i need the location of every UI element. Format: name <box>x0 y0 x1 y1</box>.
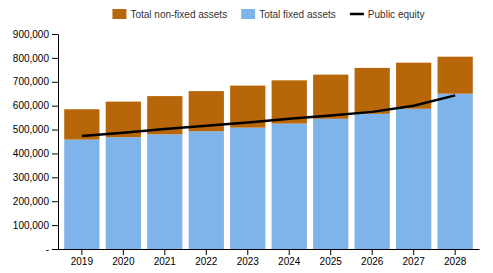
tick: 800,000 <box>13 53 58 64</box>
tick-label: 300,000 <box>13 172 50 183</box>
tick: 2021 <box>154 249 177 267</box>
tick: 2020 <box>112 249 135 267</box>
tick-label: 600,000 <box>13 100 50 111</box>
tick-mark <box>123 249 124 255</box>
tick-mark <box>52 249 58 250</box>
tick: 2027 <box>403 249 426 267</box>
bar <box>396 109 431 249</box>
tick: 500,000 <box>13 124 58 135</box>
tick: 400,000 <box>13 148 58 159</box>
tick: 100,000 <box>13 220 58 231</box>
tick-label: 100,000 <box>13 220 50 231</box>
marks <box>64 57 473 249</box>
tick-mark <box>52 82 58 83</box>
bar <box>64 140 99 249</box>
tick-mark <box>455 249 456 255</box>
tick-mark <box>52 225 58 226</box>
tick-label: 500,000 <box>13 124 50 135</box>
legend-item: Total non-fixed assets <box>112 9 227 20</box>
tick: 2024 <box>278 249 301 267</box>
bar-series <box>64 57 473 140</box>
tick: - <box>46 244 58 255</box>
tick-label: 2024 <box>278 256 301 267</box>
legend-swatch <box>112 9 126 19</box>
line <box>82 95 455 136</box>
tick-mark <box>52 177 58 178</box>
tick-mark <box>330 249 331 255</box>
tick: 2028 <box>444 249 467 267</box>
tick-mark <box>247 249 248 255</box>
legend-label: Total non-fixed assets <box>130 9 227 20</box>
plot: 2019 2020 2021 2022 2023 2024 2025 2026 2027 2028… <box>13 29 480 267</box>
legend-item: Total fixed assets <box>241 9 336 20</box>
tick-label: 200,000 <box>13 196 50 207</box>
axis-line <box>58 35 59 250</box>
tick-label: 2023 <box>237 256 260 267</box>
bar <box>313 75 348 119</box>
tick: 900,000 <box>13 29 58 40</box>
bar <box>438 57 473 94</box>
tick: 2025 <box>320 249 343 267</box>
tick-label: 2028 <box>444 256 467 267</box>
tick: 700,000 <box>13 76 58 87</box>
tick-label: 2027 <box>403 256 426 267</box>
bar <box>147 134 182 249</box>
tick-label: 700,000 <box>13 76 50 87</box>
tick-label: - <box>46 244 49 255</box>
tick-mark <box>413 249 414 255</box>
bar <box>106 137 141 249</box>
tick: 600,000 <box>13 100 58 111</box>
legend-swatch <box>350 13 364 16</box>
legend-label: Public equity <box>368 9 425 20</box>
bar <box>355 114 390 249</box>
tick-mark <box>372 249 373 255</box>
chart: 2019 2020 2021 2022 2023 2024 2025 2026 2027 2028… <box>0 0 493 273</box>
tick: 300,000 <box>13 172 58 183</box>
tick: 200,000 <box>13 196 58 207</box>
bar <box>189 131 224 249</box>
tick-label: 900,000 <box>13 29 50 40</box>
bar <box>438 94 473 249</box>
tick-mark <box>81 249 82 255</box>
tick-mark <box>206 249 207 255</box>
tick-mark <box>52 153 58 154</box>
tick-label: 2025 <box>320 256 343 267</box>
legend-label: Total fixed assets <box>259 9 336 20</box>
bar <box>313 119 348 249</box>
y-axis: - 100,000 200,000 300,000 400,000 500,000 600,… <box>13 29 59 255</box>
bar-series <box>64 94 473 249</box>
tick: 2022 <box>195 249 218 267</box>
tick-mark <box>52 34 58 35</box>
tick-mark <box>289 249 290 255</box>
tick: 2023 <box>237 249 260 267</box>
x-axis: 2019 2020 2021 2022 2023 2024 2025 2026 2027 2028 <box>59 249 480 267</box>
legend-item: Public equity <box>350 9 425 20</box>
tick: 2019 <box>71 249 94 267</box>
legend: Total non-fixed assets Total fixed assets… <box>112 9 424 20</box>
tick-label: 2026 <box>361 256 384 267</box>
tick-label: 2021 <box>154 256 177 267</box>
tick-mark <box>52 130 58 131</box>
tick-label: 800,000 <box>13 53 50 64</box>
tick-mark <box>164 249 165 255</box>
tick-label: 400,000 <box>13 148 50 159</box>
axis-line <box>59 249 480 250</box>
tick: 2026 <box>361 249 384 267</box>
tick-mark <box>52 106 58 107</box>
bar <box>230 128 265 249</box>
tick-label: 2019 <box>71 256 94 267</box>
bar <box>272 124 307 249</box>
tick-label: 2022 <box>195 256 218 267</box>
legend-swatch <box>241 9 255 19</box>
tick-label: 2020 <box>112 256 135 267</box>
bar <box>355 68 390 114</box>
tick-mark <box>52 201 58 202</box>
tick-mark <box>52 58 58 59</box>
